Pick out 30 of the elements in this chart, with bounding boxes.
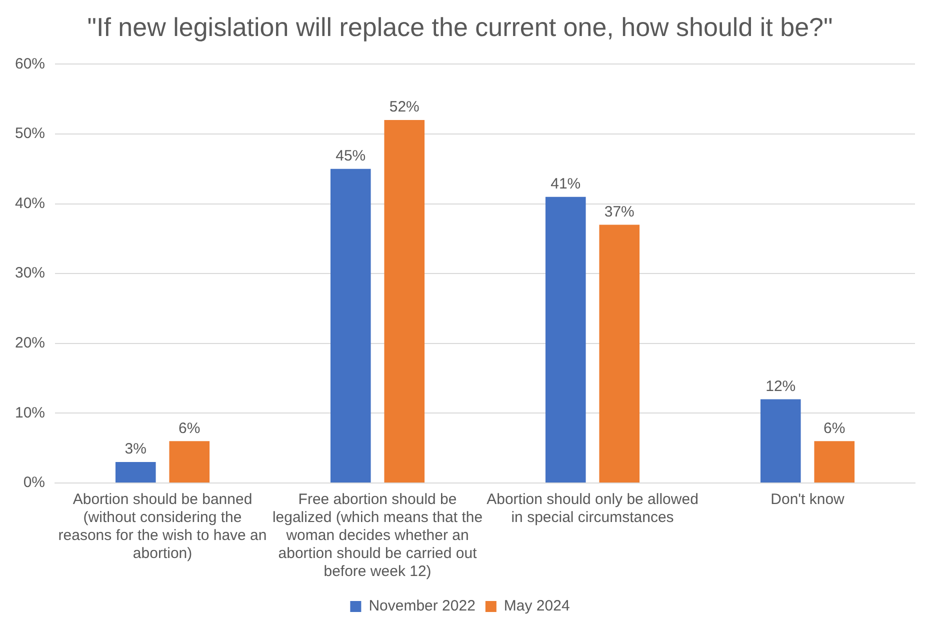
y-tick-label: 50% <box>14 125 46 142</box>
x-tick-label: Don't know <box>770 491 845 508</box>
legend-label: November 2022 <box>368 598 476 615</box>
chart-title: "If new legislation will replace the current one, how should it be?" <box>87 12 833 42</box>
x-tick-label: Abortion should be banned (without considering the reasons for the wish to have an abortion) <box>58 491 267 562</box>
x-tick-label: Free abortion should be legalized (which means that the woman decides whether an abortion should be carried out before week 12) <box>272 491 483 580</box>
data-label: 45% <box>336 148 366 165</box>
data-label: 41% <box>550 175 581 192</box>
legend-label: May 2024 <box>504 598 570 615</box>
bar <box>169 441 210 482</box>
y-tick-label: 0% <box>23 474 46 492</box>
data-label: 12% <box>766 378 796 395</box>
bar <box>599 224 640 482</box>
y-tick-label: 60% <box>14 55 46 72</box>
y-tick-label: 20% <box>14 334 46 352</box>
data-label: 6% <box>178 420 200 437</box>
data-label: 37% <box>604 203 634 220</box>
bar <box>384 120 425 482</box>
bar <box>545 196 586 482</box>
x-tick-label: Abortion should only be allowed in special circumstances <box>486 491 698 526</box>
y-tick-label: 10% <box>14 404 46 422</box>
bar <box>115 462 156 482</box>
bar <box>760 399 801 482</box>
bar <box>814 441 855 482</box>
y-tick-label: 40% <box>14 194 46 212</box>
bar <box>330 168 371 482</box>
y-tick-label: 30% <box>14 264 46 282</box>
data-label: 6% <box>824 420 846 437</box>
data-label: 52% <box>389 98 420 116</box>
data-label: 3% <box>124 440 146 458</box>
